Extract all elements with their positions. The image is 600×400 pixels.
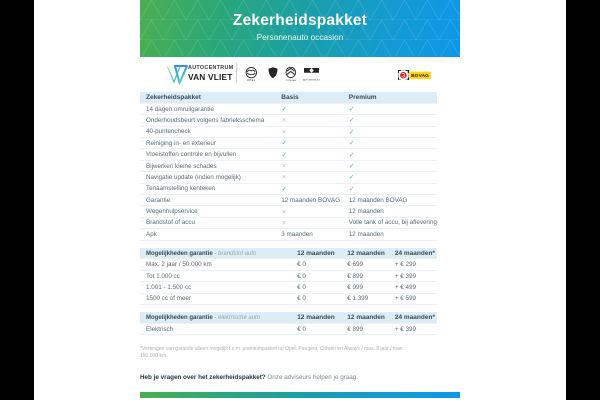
svg-text:AUTOMOBILES: AUTOMOBILES bbox=[303, 79, 320, 82]
svg-text:OPEL: OPEL bbox=[247, 78, 256, 82]
svg-text:BOVAG: BOVAG bbox=[411, 73, 429, 79]
svg-text:CITROËN: CITROËN bbox=[286, 79, 297, 82]
